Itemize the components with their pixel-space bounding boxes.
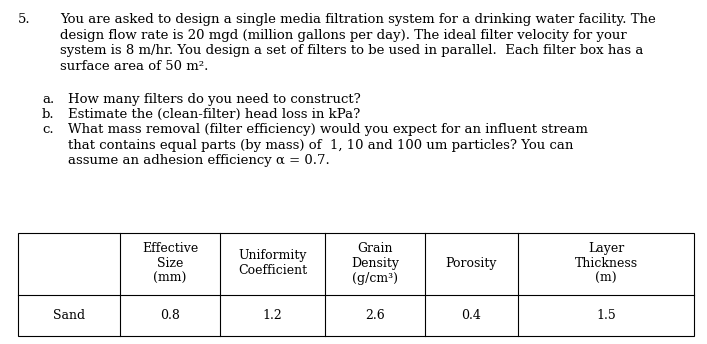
Text: 1.5: 1.5 [596, 309, 616, 322]
Text: 0.8: 0.8 [160, 309, 180, 322]
Text: Grain
Density
(g/cm³): Grain Density (g/cm³) [351, 242, 399, 285]
Text: assume an adhesion efficiency α = 0.7.: assume an adhesion efficiency α = 0.7. [68, 154, 329, 167]
Text: You are asked to design a single media filtration system for a drinking water fa: You are asked to design a single media f… [60, 13, 656, 26]
Text: What mass removal (filter efficiency) would you expect for an influent stream: What mass removal (filter efficiency) wo… [68, 123, 588, 137]
Text: 1.2: 1.2 [262, 309, 282, 322]
Text: Porosity: Porosity [445, 257, 497, 270]
Text: a.: a. [42, 93, 54, 106]
Text: design flow rate is 20 mgd (million gallons per day). The ideal filter velocity : design flow rate is 20 mgd (million gall… [60, 29, 626, 42]
Text: 2.6: 2.6 [365, 309, 385, 322]
Bar [18, 233, 694, 336]
Text: surface area of 50 m².: surface area of 50 m². [60, 60, 209, 73]
Text: system is 8 m/hr. You design a set of filters to be used in parallel.  Each filt: system is 8 m/hr. You design a set of fi… [60, 44, 643, 57]
Text: Estimate the (clean-filter) head loss in kPa?: Estimate the (clean-filter) head loss in… [68, 108, 361, 121]
Text: Sand: Sand [53, 309, 85, 322]
Text: Layer
Thickness
(m): Layer Thickness (m) [574, 242, 638, 285]
Text: c.: c. [42, 123, 54, 137]
Text: 0.4: 0.4 [462, 309, 481, 322]
Text: Effective
Size
(mm): Effective Size (mm) [142, 242, 198, 285]
Text: that contains equal parts (by mass) of  1, 10 and 100 um particles? You can: that contains equal parts (by mass) of 1… [68, 139, 573, 152]
Text: Uniformity
Coefficient: Uniformity Coefficient [238, 249, 307, 278]
Text: How many filters do you need to construct?: How many filters do you need to construc… [68, 93, 361, 106]
Text: b.: b. [42, 108, 54, 121]
Text: 5.: 5. [18, 13, 30, 26]
